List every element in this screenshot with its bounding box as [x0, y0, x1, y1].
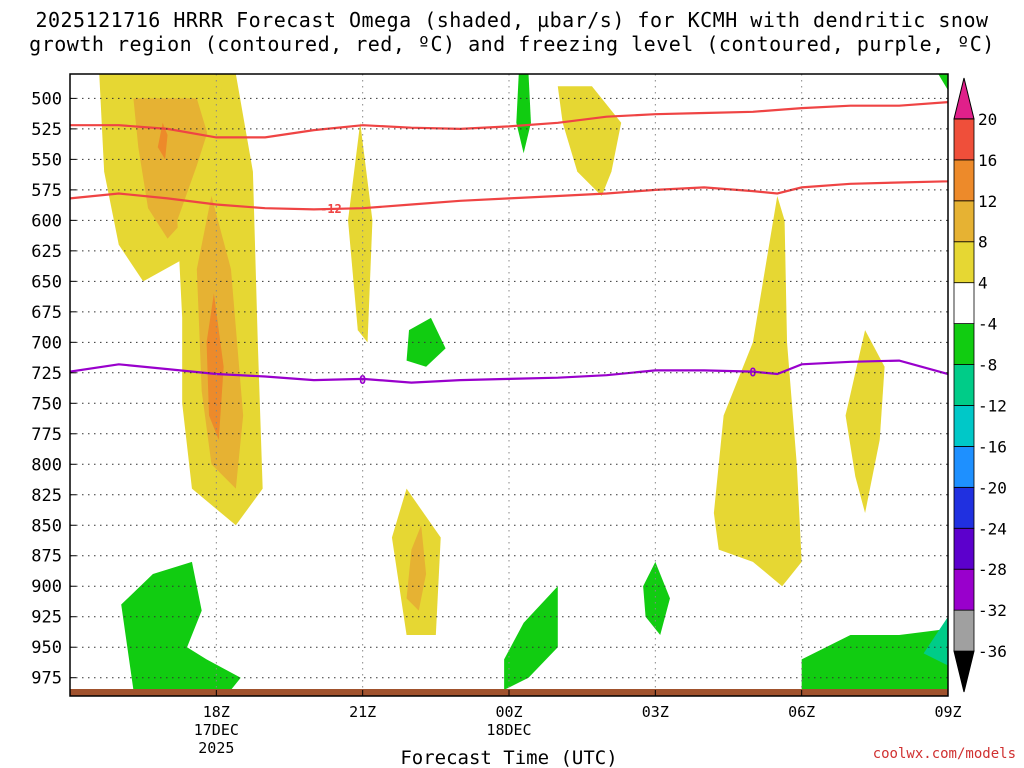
y-tick-label: 625	[31, 242, 62, 262]
y-tick-label: 975	[31, 669, 62, 689]
x-tick-label: 18Z	[203, 703, 230, 721]
y-tick-label: 725	[31, 364, 62, 384]
colorbar-swatch	[953, 568, 975, 611]
contour-label-freezing-level: 0	[359, 373, 366, 387]
omega-upward-area	[845, 330, 885, 514]
x-tick-label: 17DEC	[194, 721, 239, 739]
x-tick-label: 06Z	[788, 703, 815, 721]
x-tick-label: 09Z	[934, 703, 961, 721]
colorbar-swatch	[953, 364, 975, 406]
colorbar-level-label: -12	[978, 396, 1007, 415]
contour-dgz_-18C	[70, 100, 948, 139]
colorbar-level-label: -8	[978, 356, 997, 375]
y-tick-label: 900	[31, 577, 62, 597]
x-tick-label: 2025	[198, 739, 234, 757]
x-tick-label: 03Z	[642, 703, 669, 721]
omega-upward-area	[713, 195, 802, 587]
y-tick-label: 650	[31, 272, 62, 292]
colorbar-swatch	[953, 77, 975, 120]
colorbar-swatch	[953, 282, 975, 324]
y-tick-label: 600	[31, 211, 62, 231]
colorbar-swatch	[953, 609, 975, 652]
colorbar-swatch	[953, 405, 975, 447]
x-tick-label: 18DEC	[486, 721, 531, 739]
colorbar-level-label: 20	[978, 110, 997, 129]
contour-dgz_-12C	[70, 180, 948, 211]
colorbar-swatch	[953, 241, 975, 284]
y-tick-label: 850	[31, 516, 62, 536]
y-tick-label: 575	[31, 181, 62, 201]
colorbar-level-label: 4	[978, 274, 988, 293]
omega-shading-group: -12 0 0	[70, 74, 948, 694]
y-tick-label: 500	[31, 89, 62, 109]
colorbar-swatch	[953, 200, 975, 243]
omega-downward-area	[121, 561, 241, 690]
y-tick-label: 950	[31, 638, 62, 658]
colorbar-swatch	[953, 486, 975, 529]
y-tick-label: 800	[31, 455, 62, 475]
colorbar-swatch	[953, 650, 975, 693]
x-tick-label: 21Z	[349, 703, 376, 721]
omega-upward-area	[157, 122, 168, 160]
colorbar-swatch	[953, 445, 975, 488]
colorbar-level-label: -24	[978, 519, 1007, 538]
colorbar-level-label: 16	[978, 151, 997, 170]
colorbar-swatch	[953, 527, 975, 570]
y-tick-label: 750	[31, 394, 62, 414]
colorbar-level-label: -20	[978, 478, 1007, 497]
colorbar-level-label: -16	[978, 437, 1007, 456]
y-tick-label: 825	[31, 486, 62, 506]
omega-downward-area	[504, 586, 558, 690]
contour-freezing_level_0C	[70, 359, 948, 384]
omega-upward-area	[206, 293, 224, 440]
colorbar-swatch	[953, 323, 975, 365]
omega-upward-area	[557, 86, 622, 196]
omega-downward-area	[923, 616, 948, 666]
contour-label-freezing-level: 0	[749, 366, 756, 380]
y-tick-label: 675	[31, 303, 62, 323]
y-tick-label: 525	[31, 120, 62, 140]
x-axis-title: Forecast Time (UTC)	[400, 747, 617, 768]
colorbar-level-label: -36	[978, 642, 1007, 661]
omega-downward-area	[516, 74, 531, 154]
colorbar-level-label: 12	[978, 192, 997, 211]
y-tick-label: 925	[31, 608, 62, 628]
x-tick-label: 00Z	[495, 703, 522, 721]
chart-title-line-1: 2025121716 HRRR Forecast Omega (shaded, …	[35, 8, 989, 32]
colorbar-level-label: -32	[978, 601, 1007, 620]
y-tick-label: 550	[31, 150, 62, 170]
colorbar-swatch	[953, 118, 975, 161]
omega-downward-area	[406, 317, 446, 367]
colorbar-swatch	[953, 159, 975, 202]
omega-downward-area	[643, 561, 670, 636]
omega-downward-area	[938, 74, 948, 91]
omega-upward-area	[406, 525, 427, 611]
y-tick-label: 875	[31, 547, 62, 567]
omega-upward-area	[348, 122, 373, 343]
chart-title-line-2: growth region (contoured, red, ºC) and f…	[29, 32, 995, 56]
credit-label: coolwx.com/models	[872, 746, 1016, 762]
colorbar-level-label: -4	[978, 315, 997, 334]
y-tick-label: 775	[31, 425, 62, 445]
omega-downward-area	[801, 628, 948, 694]
y-tick-label: 700	[31, 333, 62, 353]
contour-label-dgz: -12	[320, 202, 342, 216]
colorbar-level-label: -28	[978, 560, 1007, 579]
colorbar-level-label: 8	[978, 233, 988, 252]
